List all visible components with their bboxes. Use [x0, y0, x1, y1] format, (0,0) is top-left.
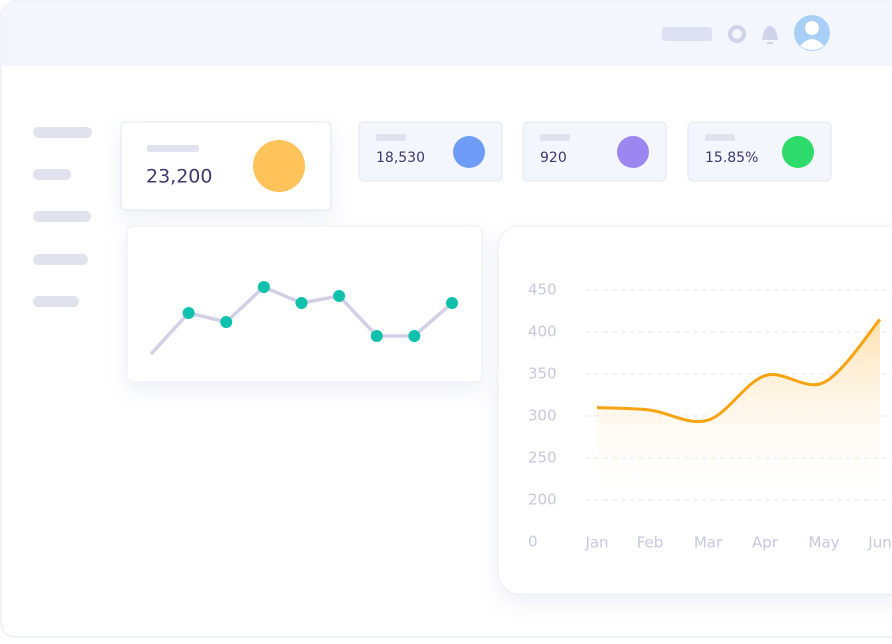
x-tick-label: Feb [637, 534, 664, 552]
point [370, 330, 383, 342]
point [295, 297, 308, 309]
point [220, 316, 233, 328]
point [333, 290, 346, 302]
point [182, 307, 195, 319]
stat-icon [253, 140, 305, 192]
menu-item[interactable] [33, 211, 91, 222]
big-chart-panel [497, 225, 892, 595]
y-tick-label: 400 [528, 323, 557, 341]
x-tick-label: Apr [752, 534, 779, 552]
menu-item[interactable] [33, 169, 71, 180]
menu-item[interactable] [33, 296, 79, 307]
stat-icon [453, 136, 485, 168]
stat-icon [782, 136, 814, 168]
settings-icon[interactable] [728, 25, 746, 43]
menu-item[interactable] [33, 127, 92, 138]
stat-value: 920 [540, 150, 567, 166]
menu-item[interactable] [33, 254, 88, 265]
bell-icon[interactable] [762, 26, 778, 44]
sidebar [33, 127, 92, 307]
x-tick-label: May [808, 534, 839, 552]
avatar[interactable] [794, 15, 830, 51]
y-tick-label: 250 [528, 449, 557, 467]
stat-label-placeholder [376, 134, 406, 141]
x-tick-label: Mar [694, 534, 723, 552]
stat-icon [617, 136, 649, 168]
stat-value: 23,200 [146, 166, 212, 188]
x-tick-label: Jun [867, 534, 891, 552]
y-tick-label: 450 [528, 281, 557, 299]
point [257, 281, 270, 293]
stat-value: 15.85% [705, 150, 758, 166]
area-line [596, 318, 882, 424]
y-tick-label: 0 [528, 533, 538, 551]
stat-label-placeholder [705, 134, 735, 141]
point [408, 330, 421, 342]
search-bar[interactable] [662, 27, 712, 41]
point [446, 297, 458, 309]
y-tick-label: 350 [528, 365, 557, 383]
y-tick-label: 300 [528, 407, 557, 425]
area-fill [597, 319, 880, 500]
stat-label-placeholder [147, 145, 199, 152]
stat-value: 18,530 [376, 150, 425, 166]
x-tick-label: Jan [584, 534, 608, 552]
stat-label-placeholder [540, 134, 570, 141]
header [1, 1, 892, 66]
y-tick-label: 200 [528, 491, 557, 509]
